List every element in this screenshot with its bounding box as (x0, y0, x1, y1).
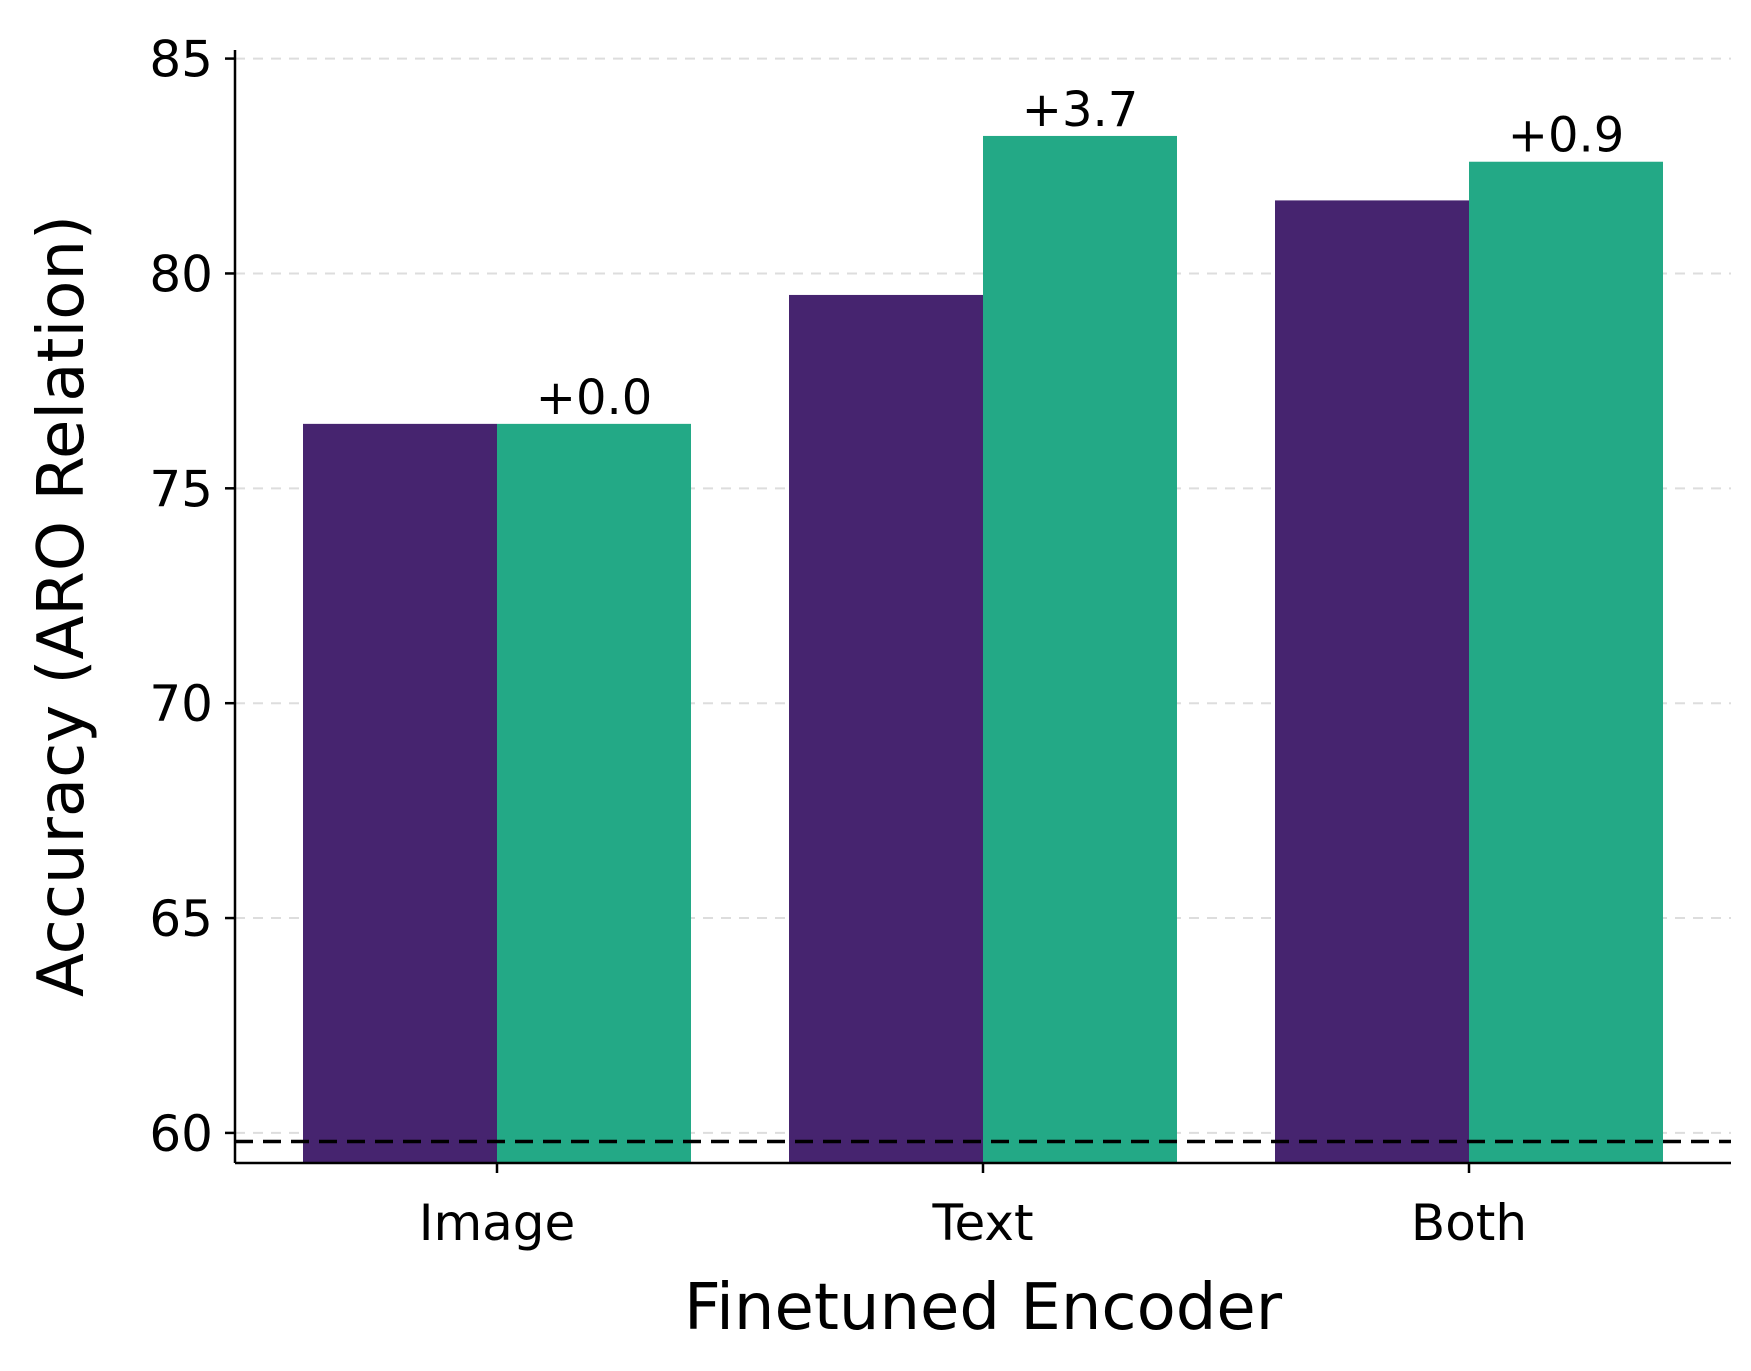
bar (789, 294, 983, 1164)
y-ticks: 60 65 70 75 80 85 (149, 31, 235, 1163)
x-tick-label: Text (931, 1194, 1033, 1252)
bar (1469, 161, 1663, 1163)
y-tick-label: 65 (149, 890, 213, 948)
bars (303, 135, 1663, 1164)
y-tick-label: 70 (149, 675, 213, 733)
x-axis-title: Finetuned Encoder (684, 1271, 1283, 1345)
bar (983, 135, 1177, 1164)
bar (1275, 200, 1469, 1164)
bar-value-label: +0.9 (1508, 108, 1625, 164)
y-axis-title: Accuracy (ARO Relation) (25, 215, 99, 997)
bar-labels: +0.0 +3.7 +0.9 (536, 82, 1625, 426)
bar-value-label: +3.7 (1022, 82, 1139, 138)
y-tick-label: 60 (149, 1105, 213, 1163)
x-tick-label: Image (419, 1194, 576, 1252)
x-tick-label: Both (1411, 1194, 1527, 1252)
x-ticks: Image Text Both (419, 1163, 1527, 1252)
bar (303, 423, 497, 1163)
y-tick-label: 80 (149, 245, 213, 303)
y-tick-label: 75 (149, 460, 213, 518)
bar (497, 423, 691, 1163)
bar-value-label: +0.0 (536, 370, 653, 426)
y-tick-label: 85 (149, 31, 213, 89)
